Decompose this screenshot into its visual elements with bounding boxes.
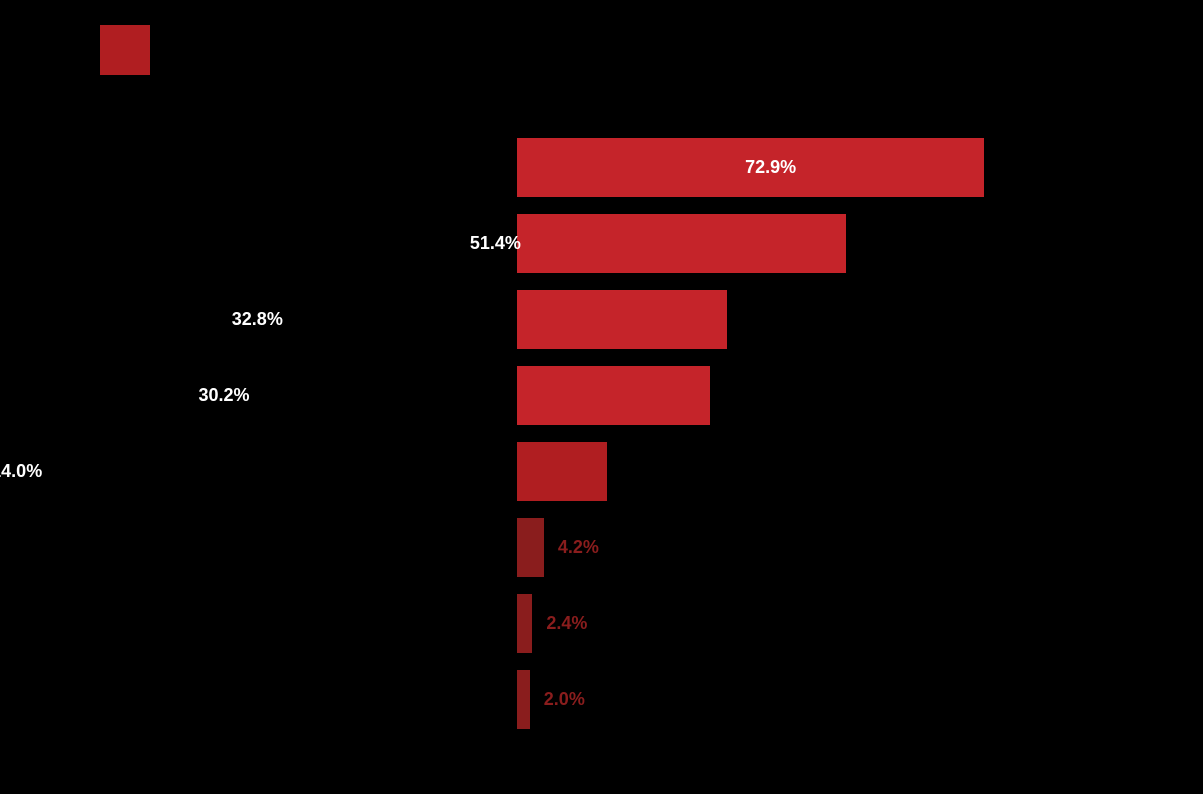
bar-row: 14.0% (517, 442, 607, 501)
bar-row: 4.2% (517, 518, 544, 577)
bar-value-label: 30.2% (199, 385, 250, 406)
bar-row: 30.2% (517, 366, 710, 425)
bar-row: 2.4% (517, 594, 532, 653)
bar (517, 594, 532, 653)
legend-swatch (100, 25, 150, 75)
bar (517, 518, 544, 577)
bar-row: 72.9% (517, 138, 984, 197)
bar-value-label: 2.0% (544, 689, 585, 710)
bar-row: 32.8% (517, 290, 727, 349)
bar-value-label: 2.4% (546, 613, 587, 634)
horizontal-bar-chart: 72.9% 51.4% 32.8% 30.2% 14.0% 4.2% 2.4% 2.0% (0, 0, 1203, 794)
bars-area: 72.9% 51.4% 32.8% 30.2% 14.0% 4.2% 2.4% 2.0% (517, 0, 1157, 794)
bar-value-label: 51.4% (470, 233, 521, 254)
bar-value-label: 32.8% (232, 309, 283, 330)
bar-value-label: 72.9% (745, 157, 796, 178)
bar-value-label: 4.2% (558, 537, 599, 558)
bar (517, 670, 530, 729)
bar (517, 290, 727, 349)
bar (517, 442, 607, 501)
bar-row: 2.0% (517, 670, 530, 729)
bar-value-label: 14.0% (0, 461, 42, 482)
bar (517, 214, 846, 273)
bar-row: 51.4% (517, 214, 846, 273)
bar (517, 366, 710, 425)
